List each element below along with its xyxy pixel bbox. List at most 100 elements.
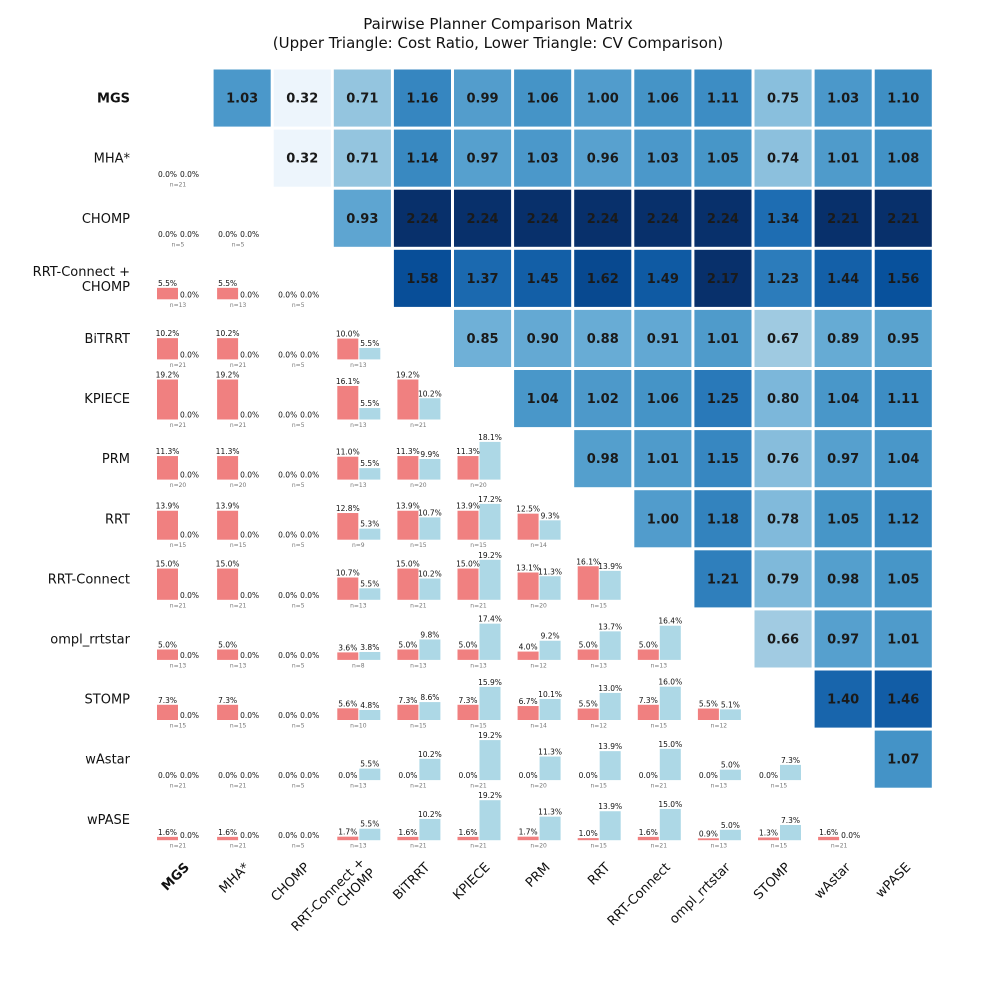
ratio-cell-4-10: 0.67: [754, 309, 812, 367]
cv-sample-count: n=21: [410, 843, 427, 850]
ratio-cell-rect: [874, 129, 932, 187]
cv-bar-col-planner: [599, 692, 621, 720]
ratio-cell-rect: [634, 430, 692, 488]
cv-sample-count: n=12: [530, 662, 547, 669]
cv-sample-count: n=13: [410, 662, 427, 669]
cv-bar-row-planner: [397, 704, 419, 720]
cv-label-col-planner: 5.5%: [360, 339, 379, 348]
ratio-cell-0-5: 0.99: [454, 69, 512, 127]
ratio-cell-rect: [454, 189, 512, 247]
col-label-rrt-connect: RRT-Connect: [605, 860, 674, 929]
ratio-cell-value: 1.03: [827, 92, 859, 107]
col-label-stomp: STOMP: [751, 860, 794, 903]
cv-label-row-planner: 3.6%: [338, 643, 357, 652]
cv-label-col-planner: 10.1%: [538, 690, 562, 699]
cv-cell-12-10: 1.3%7.3% n=15: [758, 816, 801, 850]
ratio-cell-1-5: 0.97: [454, 129, 512, 187]
cv-cell-10-1: 7.3%0.0% n=15: [217, 696, 259, 730]
ratio-cell-7-11: 1.05: [814, 490, 872, 548]
ratio-cell-value: 1.11: [707, 92, 739, 107]
cv-bar-row-planner: [337, 836, 359, 841]
cv-sample-count: n=5: [292, 662, 305, 669]
cv-label-row-planner: 11.3%: [216, 447, 240, 456]
ratio-cell-rect: [874, 670, 932, 728]
cv-label-col-planner: 10.2%: [418, 750, 442, 759]
ratio-cell-0-11: 1.03: [814, 69, 872, 127]
cv-cell-12-4: 1.6%10.2% n=21: [397, 810, 442, 850]
cv-cell-7-4: 13.9%10.7% n=15: [396, 502, 442, 549]
cv-bar-col-planner: [479, 559, 501, 600]
ratio-cell-8-11: 0.98: [814, 550, 872, 608]
cv-label-row-planner: 1.6%: [398, 828, 417, 837]
cv-cell-11-6: 0.0% 11.3% n=20: [519, 748, 562, 790]
cv-bar-col-planner: [659, 748, 681, 781]
ratio-cell-rect: [694, 249, 752, 307]
cv-label-col-planner: 5.5%: [360, 579, 379, 588]
cv-cell-7-2: 0.0% 0.0% n=5: [278, 531, 319, 550]
cv-label-row-planner: 1.7%: [519, 828, 538, 837]
cv-bar-row-planner: [517, 513, 539, 540]
ratio-cell-value: 0.80: [767, 392, 799, 407]
ratio-cell-rect: [333, 129, 391, 187]
cv-sample-count: n=20: [230, 482, 247, 489]
row-label-chomp: CHOMP: [82, 212, 130, 227]
ratio-cell-2-4: 2.24: [393, 189, 451, 247]
cv-label-row-planner: 5.0%: [579, 640, 598, 649]
cv-cell-12-1: 1.6% 0.0% n=21: [217, 828, 259, 850]
cv-cell-10-6: 6.7%10.1% n=14: [517, 690, 562, 730]
cv-cell-4-1: 10.2% 0.0% n=21: [216, 329, 259, 369]
cv-label-col-planner: 0.0%: [300, 651, 319, 660]
cv-label-row-planner: 0.0%: [699, 771, 718, 780]
cv-label-col-planner: 9.9%: [420, 450, 439, 459]
cv-cell-12-8: 1.6% 15.0% n=21: [637, 800, 682, 850]
cv-label-row-planner: 0.0%: [158, 230, 177, 239]
cv-bar-col-planner: [479, 441, 501, 480]
cv-bar-row-planner: [217, 510, 239, 540]
cv-sample-count: n=15: [410, 723, 427, 730]
cv-label-row-planner: 15.0%: [396, 560, 420, 569]
cv-label-row-planner: 15.0%: [156, 560, 180, 569]
cv-label-row-planner: 5.0%: [458, 640, 477, 649]
ratio-cell-rect: [574, 189, 632, 247]
cv-label-col-planner: 19.2%: [478, 551, 502, 560]
cv-label-row-planner: 0.0%: [278, 290, 297, 299]
ratio-cell-value: 1.00: [587, 92, 619, 107]
ratio-cell-rect: [694, 490, 752, 548]
col-label-chomp: CHOMP: [268, 860, 313, 905]
cv-sample-count: n=21: [831, 843, 848, 850]
cv-label-col-planner: 0.0%: [300, 290, 319, 299]
cv-label-col-planner: 0.0%: [180, 411, 199, 420]
cv-label-row-planner: 11.3%: [456, 447, 480, 456]
ratio-cell-value: 1.45: [527, 272, 559, 287]
cv-sample-count: n=5: [292, 783, 305, 790]
ratio-cell-value: 0.32: [286, 152, 318, 167]
ratio-cell-rect: [574, 69, 632, 127]
ratio-cell-value: 0.71: [346, 152, 378, 167]
cv-label-col-planner: 0.0%: [300, 411, 319, 420]
row-label-rrt-connect-chomp: RRT-Connect + CHOMP: [33, 265, 131, 295]
cv-cell-10-0: 7.3%0.0% n=15: [157, 696, 199, 730]
ratio-cell-value: 0.98: [587, 452, 619, 467]
cv-bar-row-planner: [157, 456, 178, 480]
cv-label-col-planner: 9.8%: [420, 630, 439, 639]
row-label-ompl-rrtstar: ompl_rrtstar: [50, 632, 130, 647]
ratio-cell-2-8: 2.24: [634, 189, 692, 247]
cv-sample-count: n=20: [470, 482, 487, 489]
cv-cell-10-5: 7.3%15.9% n=15: [457, 678, 502, 730]
cv-bar-row-planner: [517, 706, 539, 720]
cv-label-col-planner: 0.0%: [300, 471, 319, 480]
cv-label-row-planner: 5.5%: [579, 700, 598, 709]
ratio-cell-value: 1.04: [887, 452, 919, 467]
ratio-cell-rect: [514, 189, 572, 247]
cv-cell-12-9: 0.9%5.0% n=13: [697, 821, 741, 850]
cv-label-row-planner: 15.0%: [216, 560, 240, 569]
cv-label-row-planner: 11.3%: [156, 447, 180, 456]
ratio-cell-2-9: 2.24: [694, 189, 752, 247]
cv-sample-count: n=13: [711, 783, 728, 790]
cv-bar-col-planner: [719, 769, 741, 781]
cv-label-row-planner: 10.2%: [216, 329, 240, 338]
cv-bar-col-planner: [359, 347, 381, 360]
ratio-cell-0-8: 1.06: [634, 69, 692, 127]
cv-label-row-planner: 0.0%: [278, 651, 297, 660]
cv-sample-count: n=12: [711, 723, 728, 730]
